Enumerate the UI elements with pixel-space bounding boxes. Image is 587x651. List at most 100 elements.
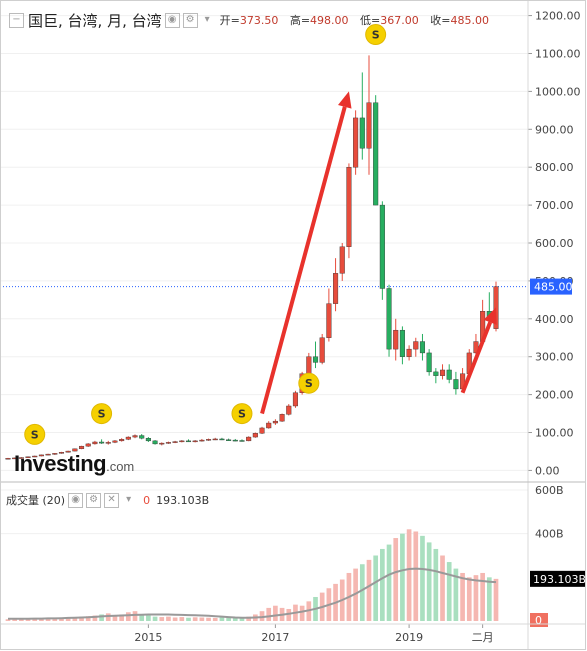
volume-bar (453, 568, 459, 621)
candle-body (433, 371, 439, 376)
time-tick-label: 二月 (472, 631, 494, 644)
investing-logo: Investing.com (14, 451, 134, 477)
candle-body (426, 352, 432, 373)
candle-body (419, 341, 426, 354)
volume-bar (486, 577, 492, 621)
candle-body (119, 439, 125, 442)
volume-bar (219, 617, 225, 621)
candle-body (312, 356, 319, 363)
event-marker (298, 372, 320, 394)
volume-bar (480, 572, 485, 621)
time-tick-label: 2019 (395, 631, 423, 644)
volume-bar (420, 535, 425, 621)
trend-arrow-line (260, 106, 347, 415)
volume-bar (239, 618, 245, 621)
event-marker-label: S (238, 408, 246, 421)
logo-main: Investing (14, 451, 107, 476)
volume-bar (393, 538, 399, 621)
caret-down-icon[interactable]: ▾ (126, 493, 132, 505)
caret-down-icon[interactable]: ▾ (204, 13, 210, 25)
candle-body (145, 438, 151, 442)
close-icon[interactable]: ✕ (104, 492, 120, 508)
volume-bar (85, 616, 91, 621)
volume-bar (25, 619, 31, 621)
volume-bar (493, 578, 499, 621)
candle-body (219, 438, 225, 441)
price-candles (5, 55, 499, 460)
event-marker (24, 423, 46, 445)
price-grid (0, 15, 528, 471)
candle-body (453, 379, 459, 390)
volume-bar (266, 607, 272, 621)
current-price-tag-label: 485.00 (534, 281, 573, 294)
candle-body (279, 414, 285, 422)
candle-body (212, 438, 218, 441)
volume-bar (72, 617, 78, 621)
open-label: 开= (219, 14, 240, 27)
volume-bar (226, 617, 231, 621)
candle-body (379, 204, 385, 289)
price-tick-label: 1100.00 (535, 47, 581, 60)
candle-body (386, 288, 392, 350)
volume-bar (273, 605, 278, 621)
event-marker-label: S (372, 29, 380, 42)
candle-body (446, 369, 452, 380)
volume-bar (246, 616, 251, 621)
volume-bar (32, 618, 38, 621)
volume-bar (152, 616, 158, 621)
gear-icon[interactable]: ⚙ (86, 492, 102, 508)
eye-icon[interactable]: ◉ (164, 12, 180, 28)
volume-bar (172, 617, 178, 621)
volume-bar (52, 618, 58, 621)
candle-body (192, 440, 198, 443)
volume-bar (473, 575, 479, 621)
candle-body (393, 329, 399, 350)
chart-header: − 国巨, 台湾, 月, 台湾 ◉ ⚙ ▾ 开=373.50 高=498.00 … (6, 10, 497, 30)
volume-bar (366, 559, 372, 621)
volume-bar (299, 605, 305, 621)
volume-bar (433, 548, 439, 621)
volume-bar (232, 617, 238, 621)
volume-bar (59, 617, 64, 621)
minus-square-icon[interactable]: − (9, 12, 24, 28)
event-marker (91, 403, 113, 425)
event-marker (231, 403, 253, 425)
candle-body (246, 436, 252, 442)
candle-body (319, 337, 325, 363)
ohlc-readout: 开=373.50 高=498.00 低=367.00 收=485.00 (220, 12, 497, 28)
eye-icon[interactable]: ◉ (68, 492, 84, 508)
volume-label: 成交量 (20) (6, 494, 66, 507)
volume-header: 成交量 (20) ◉ ⚙ ✕ ▾ 0 193.103B (6, 492, 209, 508)
volume-bar (373, 555, 379, 621)
candle-body (45, 453, 51, 456)
candle-body (226, 439, 232, 441)
volume-bar (206, 617, 211, 621)
candle-body (239, 440, 245, 442)
price-tick-label: 100.00 (535, 427, 574, 440)
volume-bar (5, 619, 11, 621)
candle-body (72, 448, 78, 452)
volume-bar (386, 544, 392, 621)
volume-bar (192, 617, 198, 621)
volume-zero-tag-label: 0 (535, 614, 542, 627)
candle-body (199, 439, 205, 442)
gear-icon[interactable]: ⚙ (182, 12, 198, 28)
candle-body (306, 356, 312, 374)
open-value: 373.50 (239, 14, 279, 27)
logo-domain: .com (106, 459, 135, 474)
candle-body (292, 392, 298, 407)
candle-body (78, 445, 85, 450)
volume-bar (446, 562, 452, 621)
close-value: 485.00 (450, 14, 489, 27)
event-marker (365, 24, 387, 46)
close-label: 收= (430, 14, 451, 27)
candle-body (92, 441, 98, 445)
volume-bar (199, 617, 205, 621)
volume-bar (159, 617, 165, 621)
candle-body (266, 422, 272, 429)
volume-bar (166, 616, 171, 621)
low-value: 367.00 (380, 14, 419, 27)
volume-bar (186, 617, 191, 621)
volume-bar (460, 572, 465, 621)
